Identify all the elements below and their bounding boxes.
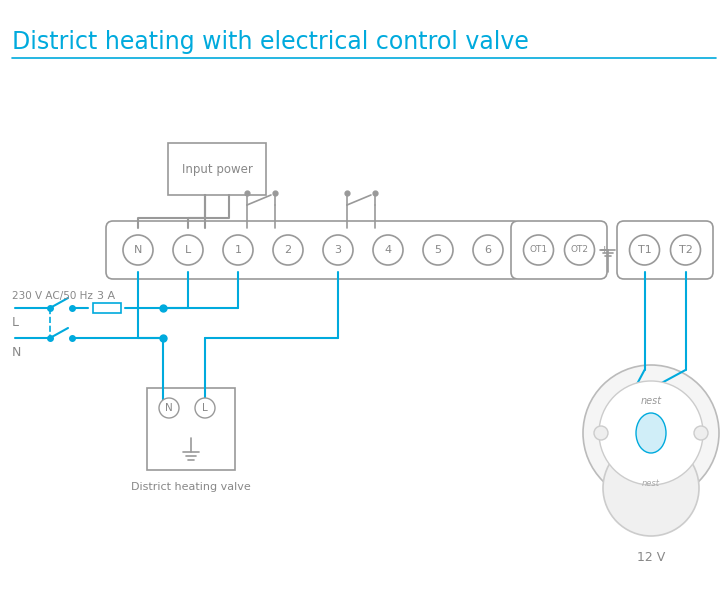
FancyBboxPatch shape: [106, 221, 520, 279]
Circle shape: [323, 235, 353, 265]
Circle shape: [195, 398, 215, 418]
FancyBboxPatch shape: [168, 143, 266, 195]
Circle shape: [599, 381, 703, 485]
Text: N: N: [165, 403, 173, 413]
Circle shape: [583, 365, 719, 501]
Text: N: N: [12, 346, 21, 359]
Circle shape: [523, 235, 553, 265]
Circle shape: [373, 235, 403, 265]
FancyBboxPatch shape: [92, 303, 121, 313]
Text: District heating valve: District heating valve: [131, 482, 251, 492]
Text: 6: 6: [485, 245, 491, 255]
Circle shape: [273, 235, 303, 265]
Circle shape: [564, 235, 595, 265]
Text: 3: 3: [334, 245, 341, 255]
Text: L: L: [202, 403, 208, 413]
Circle shape: [223, 235, 253, 265]
Ellipse shape: [636, 413, 666, 453]
Text: OT1: OT1: [529, 245, 547, 254]
Text: District heating with electrical control valve: District heating with electrical control…: [12, 30, 529, 54]
Text: OT2: OT2: [571, 245, 588, 254]
Circle shape: [173, 235, 203, 265]
Circle shape: [630, 235, 660, 265]
Text: 12 V: 12 V: [637, 551, 665, 564]
Text: nest: nest: [642, 479, 660, 488]
Circle shape: [670, 235, 700, 265]
Text: L: L: [12, 315, 19, 328]
Text: N: N: [134, 245, 142, 255]
Circle shape: [123, 235, 153, 265]
Text: 4: 4: [384, 245, 392, 255]
Text: 1: 1: [234, 245, 242, 255]
Text: 5: 5: [435, 245, 441, 255]
Text: 230 V AC/50 Hz: 230 V AC/50 Hz: [12, 291, 93, 301]
Circle shape: [694, 426, 708, 440]
FancyBboxPatch shape: [147, 388, 235, 470]
Circle shape: [603, 440, 699, 536]
Circle shape: [594, 426, 608, 440]
Text: T2: T2: [678, 245, 692, 255]
Text: 3 A: 3 A: [98, 291, 116, 301]
Circle shape: [473, 235, 503, 265]
FancyBboxPatch shape: [617, 221, 713, 279]
Text: T1: T1: [638, 245, 652, 255]
Text: nest: nest: [641, 396, 662, 406]
Text: Input power: Input power: [181, 163, 253, 175]
FancyBboxPatch shape: [511, 221, 607, 279]
Text: L: L: [185, 245, 191, 255]
Circle shape: [159, 398, 179, 418]
Text: 2: 2: [285, 245, 291, 255]
Circle shape: [423, 235, 453, 265]
Text: +: +: [599, 245, 609, 255]
